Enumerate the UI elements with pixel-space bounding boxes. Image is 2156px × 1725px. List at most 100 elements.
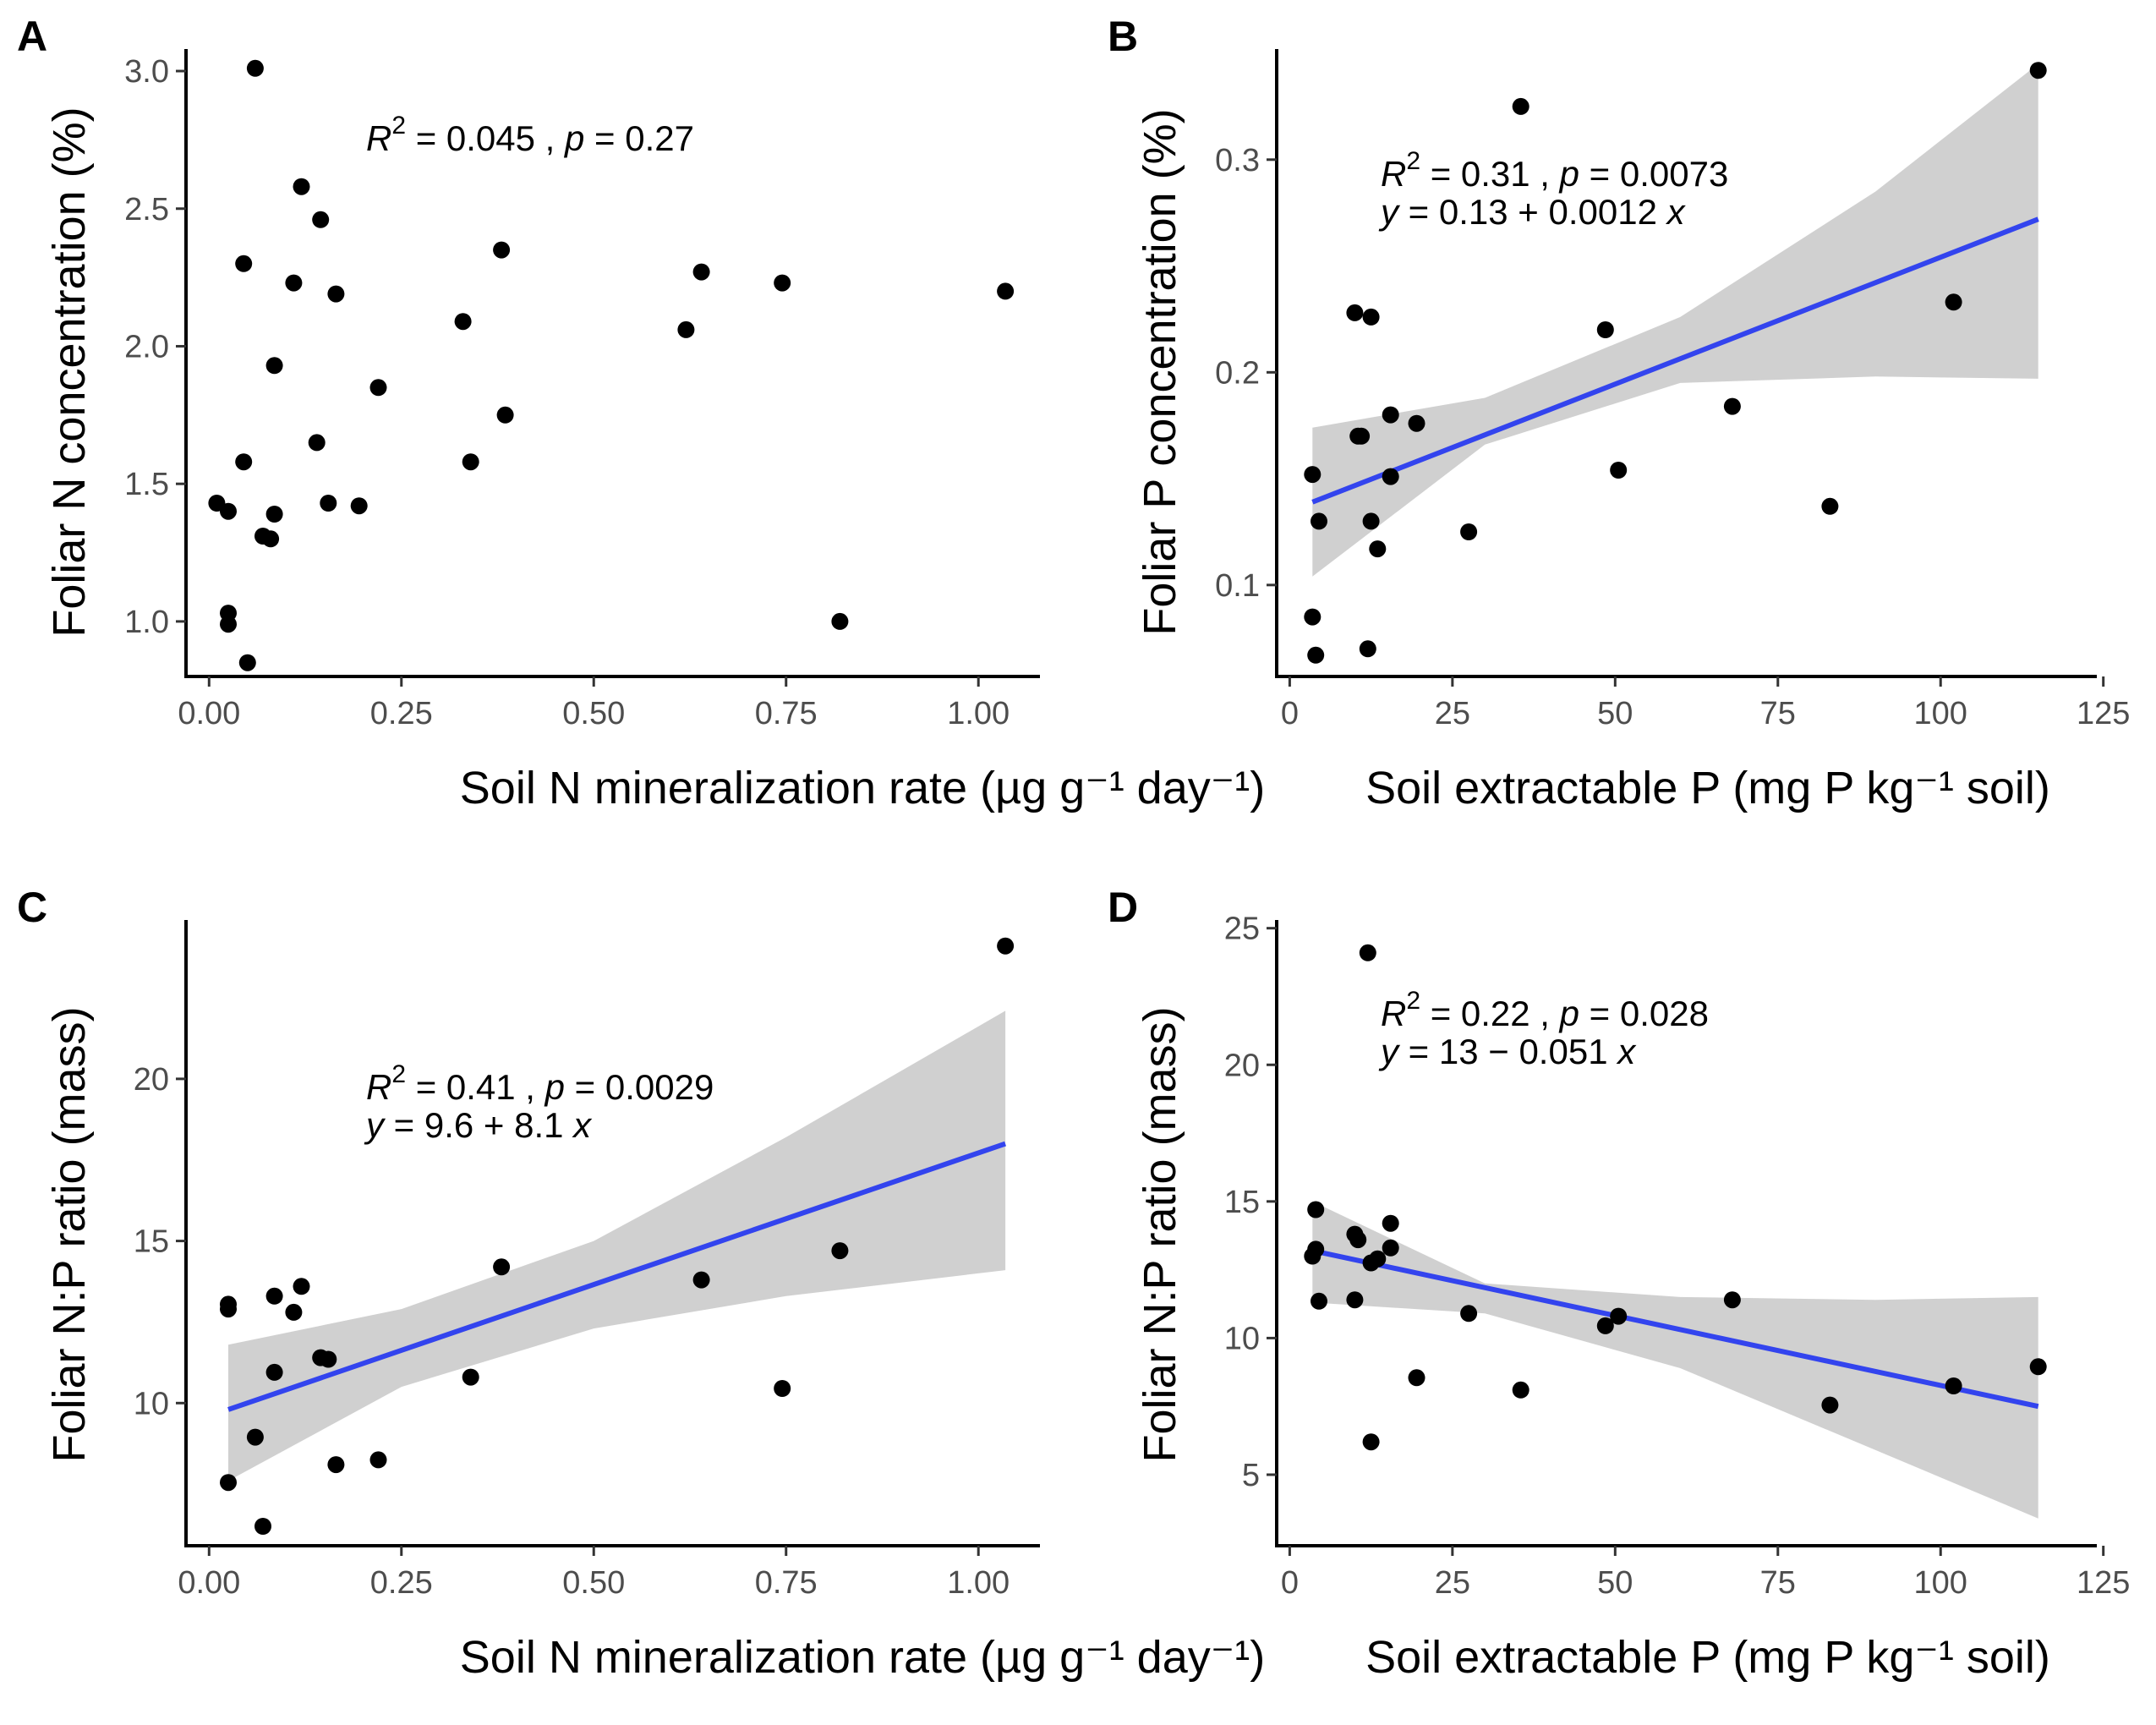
r2-value-c: = 0.41 , — [406, 1067, 545, 1107]
data-point-c-17 — [220, 1474, 237, 1492]
points-a — [208, 59, 1015, 671]
points-b — [1304, 62, 2047, 664]
data-point-c-12 — [462, 1368, 479, 1386]
r2-label-d: R — [1381, 994, 1406, 1033]
axes-b: 0 25 50 75 100 125 0.1 0.2 0.3 — [1215, 49, 2130, 731]
data-point-d-0 — [1359, 944, 1376, 961]
data-point-b-16 — [1460, 523, 1478, 540]
x-tick-label-c-2: 0.50 — [562, 1565, 625, 1601]
axes-c: 0.00 0.25 0.50 0.75 1.00 10 15 20 — [134, 920, 1040, 1601]
data-point-b-13 — [1610, 462, 1628, 479]
eq-body-b: = 0.13 + 0.0012 — [1398, 192, 1667, 232]
x-axis-title-d: Soil extractable P (mg P kg⁻¹ soil) — [1365, 1632, 2050, 1683]
p-label-b: p — [1558, 154, 1579, 194]
data-point-d-4 — [1349, 1231, 1367, 1249]
data-point-d-16 — [1408, 1369, 1425, 1387]
data-point-a-0 — [246, 59, 264, 77]
panel-b: B 0 25 50 75 100 125 0.1 0.2 0.3 Soil extractabl… — [1108, 13, 2130, 813]
confidence-band-c — [228, 1010, 1006, 1481]
r2-value-d: = 0.22 , — [1420, 994, 1560, 1033]
x-tick-label-c-1: 0.25 — [370, 1565, 433, 1601]
points-c — [220, 937, 1015, 1535]
data-point-a-8 — [774, 274, 791, 292]
fit-line-c — [227, 1141, 1007, 1412]
y-axis-title-c: Foliar N:P ratio (mass) — [44, 1006, 95, 1462]
y-tick-label-a-3: 2.5 — [124, 192, 169, 227]
data-point-b-5 — [1945, 293, 1962, 311]
data-point-c-7 — [220, 1301, 237, 1318]
data-point-d-14 — [1596, 1317, 1614, 1334]
eq-body-d: = 13 − 0.051 — [1398, 1032, 1617, 1071]
p-value-b: = 0.0073 — [1579, 154, 1728, 194]
p-value-d: = 0.028 — [1579, 994, 1709, 1033]
x-tick-label-b-2: 50 — [1597, 696, 1633, 731]
x-tick-label-d-3: 75 — [1760, 1565, 1796, 1601]
fit-line-b — [1311, 216, 2039, 505]
data-point-a-1 — [293, 178, 310, 195]
y-axis-title-d: Foliar N:P ratio (mass) — [1135, 1006, 1185, 1462]
data-point-d-11 — [1346, 1291, 1364, 1309]
y-tick-label-d-3: 20 — [1224, 1048, 1260, 1083]
data-point-a-13 — [369, 379, 387, 397]
data-point-b-4 — [1596, 321, 1614, 338]
data-point-d-20 — [1821, 1396, 1839, 1414]
eq-x-d: x — [1616, 1032, 1637, 1071]
p-value-c: = 0.0029 — [565, 1067, 714, 1107]
x-tick-label-a-1: 0.25 — [370, 696, 433, 731]
panel-c: C 0.00 0.25 0.50 0.75 1.00 10 15 20 Soil N mine… — [17, 884, 1265, 1683]
data-point-a-2 — [312, 211, 330, 228]
data-point-c-18 — [254, 1518, 271, 1535]
stats-eq-b: y = 0.13 + 0.0012 x — [1378, 192, 1687, 232]
data-point-a-28 — [238, 654, 256, 671]
x-tick-label-a-3: 0.75 — [755, 696, 818, 731]
data-point-d-6 — [1382, 1239, 1399, 1257]
y-tick-label-c-1: 15 — [134, 1224, 169, 1260]
stats-r2-a: R2 = 0.045 , p = 0.27 — [366, 112, 694, 158]
x-tick-label-b-4: 100 — [1914, 696, 1967, 731]
data-point-a-14 — [496, 406, 514, 424]
fit-line-d — [1311, 1248, 2039, 1410]
confidence-band-d-area — [1312, 1201, 2038, 1519]
data-point-a-24 — [262, 530, 280, 548]
r2-label-b: R — [1381, 154, 1406, 194]
data-point-c-2 — [831, 1242, 849, 1260]
x-tick-label-d-1: 25 — [1435, 1565, 1470, 1601]
data-point-c-16 — [327, 1456, 345, 1474]
r2-label-c: R — [366, 1067, 391, 1107]
data-point-a-11 — [677, 320, 695, 338]
data-point-b-6 — [1382, 406, 1399, 424]
r2-sup-d: 2 — [1406, 987, 1420, 1015]
x-tick-label-b-0: 0 — [1281, 696, 1299, 731]
r2-sup-c: 2 — [391, 1060, 406, 1088]
data-point-a-12 — [265, 357, 283, 375]
data-point-b-2 — [1346, 304, 1364, 321]
x-tick-label-c-4: 1.00 — [947, 1565, 1010, 1601]
y-tick-label-c-2: 20 — [134, 1062, 169, 1098]
stats-eq-d: y = 13 − 0.051 x — [1378, 1032, 1637, 1071]
eq-y-b: y — [1378, 192, 1401, 232]
y-tick-label-d-2: 15 — [1224, 1185, 1260, 1220]
data-point-a-27 — [831, 612, 849, 630]
data-point-a-17 — [462, 453, 479, 471]
data-point-c-1 — [493, 1258, 511, 1276]
data-point-b-20 — [1307, 646, 1325, 664]
data-point-b-3 — [1362, 308, 1380, 326]
p-label-c: p — [544, 1067, 565, 1107]
stats-r2-b: R2 = 0.31 , p = 0.0073 — [1381, 147, 1728, 194]
y-tick-label-a-0: 1.0 — [124, 605, 169, 640]
data-point-d-7 — [1304, 1247, 1322, 1265]
regression-line-b — [1311, 216, 2039, 505]
eq-y-c: y — [364, 1105, 386, 1145]
x-axis-title-b: Soil extractable P (mg P kg⁻¹ soil) — [1365, 763, 2050, 813]
y-tick-label-b-0: 0.1 — [1215, 568, 1260, 604]
data-point-d-19 — [2029, 1358, 2047, 1376]
data-point-b-11 — [1304, 466, 1322, 484]
data-point-c-3 — [692, 1271, 710, 1289]
eq-body-c: = 9.6 + 8.1 — [384, 1105, 573, 1145]
r2-sup-b: 2 — [1406, 147, 1420, 175]
data-point-c-5 — [265, 1287, 283, 1305]
data-point-b-8 — [1353, 427, 1371, 445]
p-value-a: = 0.27 — [584, 118, 694, 158]
data-point-d-2 — [1382, 1214, 1399, 1232]
